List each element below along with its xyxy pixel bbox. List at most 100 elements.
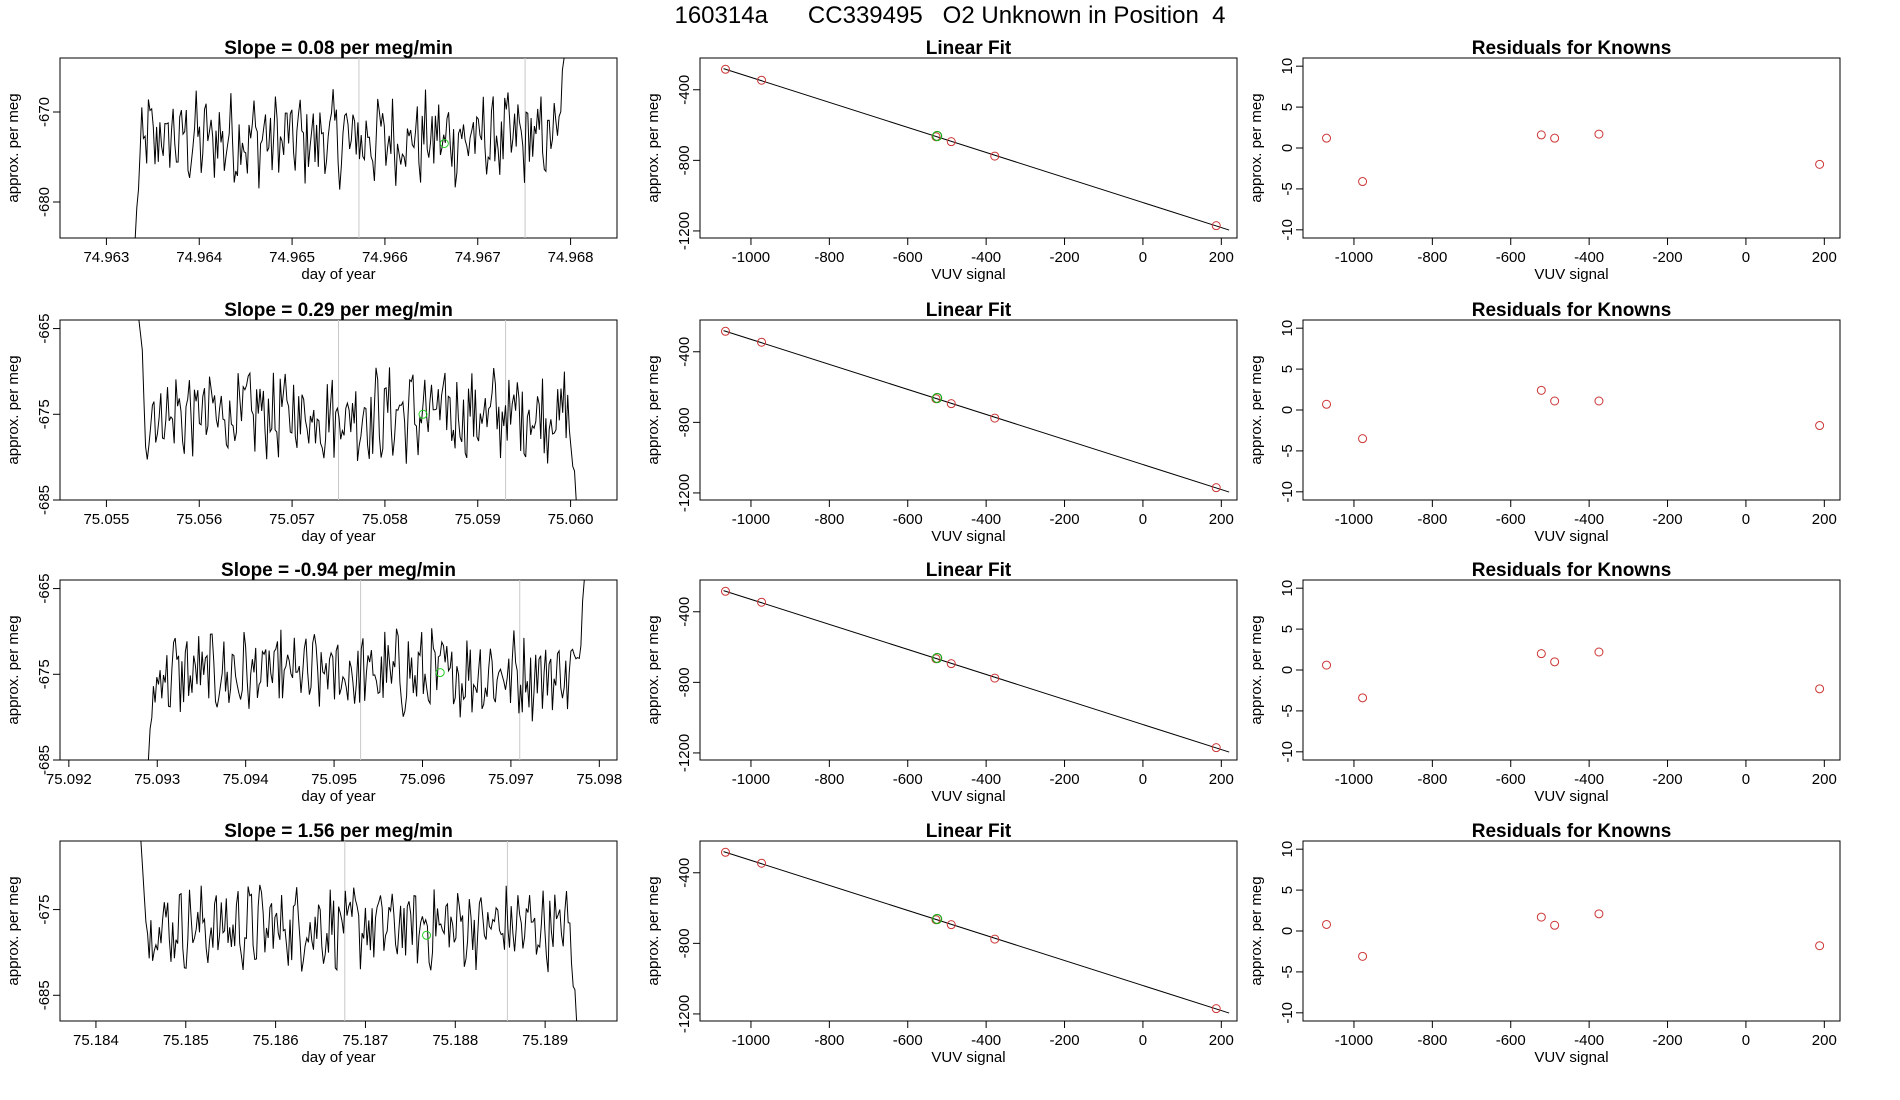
x-tick-label: 75.056 — [176, 511, 222, 528]
x-tick-label: -400 — [1574, 1032, 1604, 1049]
known-point — [1322, 660, 1332, 670]
x-tick-label: -600 — [893, 1032, 923, 1049]
x-tick-label: -1000 — [1335, 771, 1373, 788]
y-tick-label: 0 — [1279, 927, 1296, 935]
x-tick-label: 74.963 — [83, 249, 129, 266]
chart-panel-3-1: Linear Fit -1000 -800 -600 -400 -200 0 200 -1200… — [645, 821, 1238, 1066]
x-tick-label: 0 — [1742, 249, 1750, 266]
known-point — [1211, 1004, 1221, 1014]
y-tick-label: -400 — [676, 337, 693, 367]
known-point — [757, 597, 767, 607]
known-point — [946, 137, 956, 147]
plot-frame — [1302, 840, 1841, 1022]
y-axis-label: approx. per meg — [645, 876, 662, 985]
x-axis-label: day of year — [301, 788, 375, 805]
chart-panel-0-1: Linear Fit -1000 -800 -600 -400 -200 0 200 -1200… — [645, 38, 1238, 283]
x-tick-label: 75.055 — [83, 511, 129, 528]
y-tick-label: -1200 — [676, 212, 693, 250]
plot-area — [1322, 909, 1825, 961]
known-point — [757, 858, 767, 868]
plot-frame — [699, 319, 1238, 501]
x-tick-label: 75.095 — [311, 771, 357, 788]
x-tick-label: 0 — [1742, 771, 1750, 788]
x-axis-label: VUV signal — [931, 788, 1005, 805]
chart-panel-2-0: Slope = -0.94 per meg/min 75.092 75.093 75.… — [5, 560, 622, 805]
known-point — [990, 673, 1000, 683]
x-tick-label: 75.186 — [253, 1032, 299, 1049]
y-tick-label: 10 — [1279, 58, 1296, 75]
x-tick-label: -600 — [1496, 771, 1526, 788]
x-tick-label: 75.098 — [576, 771, 622, 788]
y-tick-label: -685 — [36, 980, 53, 1010]
x-tick-label: 75.058 — [362, 511, 408, 528]
plot-frame — [59, 579, 618, 761]
plot-area — [720, 326, 1230, 493]
x-tick-label: 74.966 — [362, 249, 408, 266]
y-axis-label: approx. per meg — [1248, 355, 1265, 464]
y-tick-label: 10 — [1279, 320, 1296, 337]
x-tick-label: -1000 — [1335, 249, 1373, 266]
chart-panel-0-2: Residuals for Knowns-1000 -800 -600 -400 -20… — [1248, 38, 1841, 283]
y-tick-label: 0 — [1279, 144, 1296, 152]
known-point — [1594, 396, 1604, 406]
unknown-point — [931, 130, 943, 142]
y-tick-label: 5 — [1279, 365, 1296, 373]
x-tick-label: 75.092 — [46, 771, 92, 788]
known-point — [1358, 693, 1368, 703]
chart-title: Slope = 1.56 per meg/min — [224, 821, 453, 842]
x-tick-label: -800 — [814, 771, 844, 788]
known-point — [1358, 177, 1368, 187]
known-point — [1594, 909, 1604, 919]
x-tick-label: -600 — [893, 771, 923, 788]
chart-title: Linear Fit — [926, 821, 1012, 842]
y-tick-label: 10 — [1279, 580, 1296, 597]
y-axis-label: approx. per meg — [5, 615, 22, 724]
chart-title: Residuals for Knowns — [1472, 821, 1672, 842]
known-point — [1550, 920, 1560, 930]
x-tick-label: 200 — [1209, 511, 1234, 528]
x-tick-label: 74.964 — [176, 249, 222, 266]
fit-line — [723, 851, 1230, 1014]
x-tick-label: 0 — [1139, 1032, 1147, 1049]
x-tick-label: -600 — [1496, 249, 1526, 266]
known-point — [990, 934, 1000, 944]
y-axis-label: approx. per meg — [1248, 876, 1265, 985]
x-tick-label: -400 — [971, 511, 1001, 528]
plot-frame — [1302, 579, 1841, 761]
known-point — [1322, 919, 1332, 929]
mean-marker — [422, 930, 432, 940]
plot-area — [147, 580, 585, 760]
known-point — [1211, 221, 1221, 231]
plot-area — [720, 847, 1230, 1014]
known-point — [946, 399, 956, 409]
chart-title: Slope = -0.94 per meg/min — [221, 560, 456, 581]
plot-area — [1322, 647, 1825, 703]
x-axis-label: VUV signal — [931, 266, 1005, 283]
x-axis-label: VUV signal — [931, 1049, 1005, 1066]
plot-frame — [699, 579, 1238, 761]
known-point — [1536, 385, 1546, 395]
y-tick-label: -5 — [1279, 965, 1296, 978]
mean-marker — [435, 668, 445, 678]
x-axis-label: day of year — [301, 528, 375, 545]
x-tick-label: -400 — [1574, 511, 1604, 528]
x-tick-label: -600 — [1496, 1032, 1526, 1049]
chart-title: Residuals for Knowns — [1472, 300, 1672, 321]
x-tick-label: 74.965 — [269, 249, 315, 266]
signal-trace — [147, 580, 585, 760]
chart-title: Residuals for Knowns — [1472, 38, 1672, 59]
x-tick-label: -600 — [893, 249, 923, 266]
y-tick-label: -800 — [676, 928, 693, 958]
x-tick-label: -1000 — [1335, 1032, 1373, 1049]
chart-panel-3-2: Residuals for Knowns-1000 -800 -600 -400 -20… — [1248, 821, 1841, 1066]
plot-area — [140, 841, 578, 1021]
y-tick-label: -1200 — [676, 734, 693, 772]
y-tick-label: -5 — [1279, 704, 1296, 717]
x-axis-label: day of year — [301, 1049, 375, 1066]
x-tick-label: -200 — [1653, 771, 1683, 788]
y-tick-label: -800 — [676, 667, 693, 697]
x-tick-label: -800 — [814, 511, 844, 528]
fit-line — [723, 330, 1230, 493]
y-tick-label: -10 — [1279, 1002, 1296, 1024]
x-tick-label: -400 — [1574, 771, 1604, 788]
